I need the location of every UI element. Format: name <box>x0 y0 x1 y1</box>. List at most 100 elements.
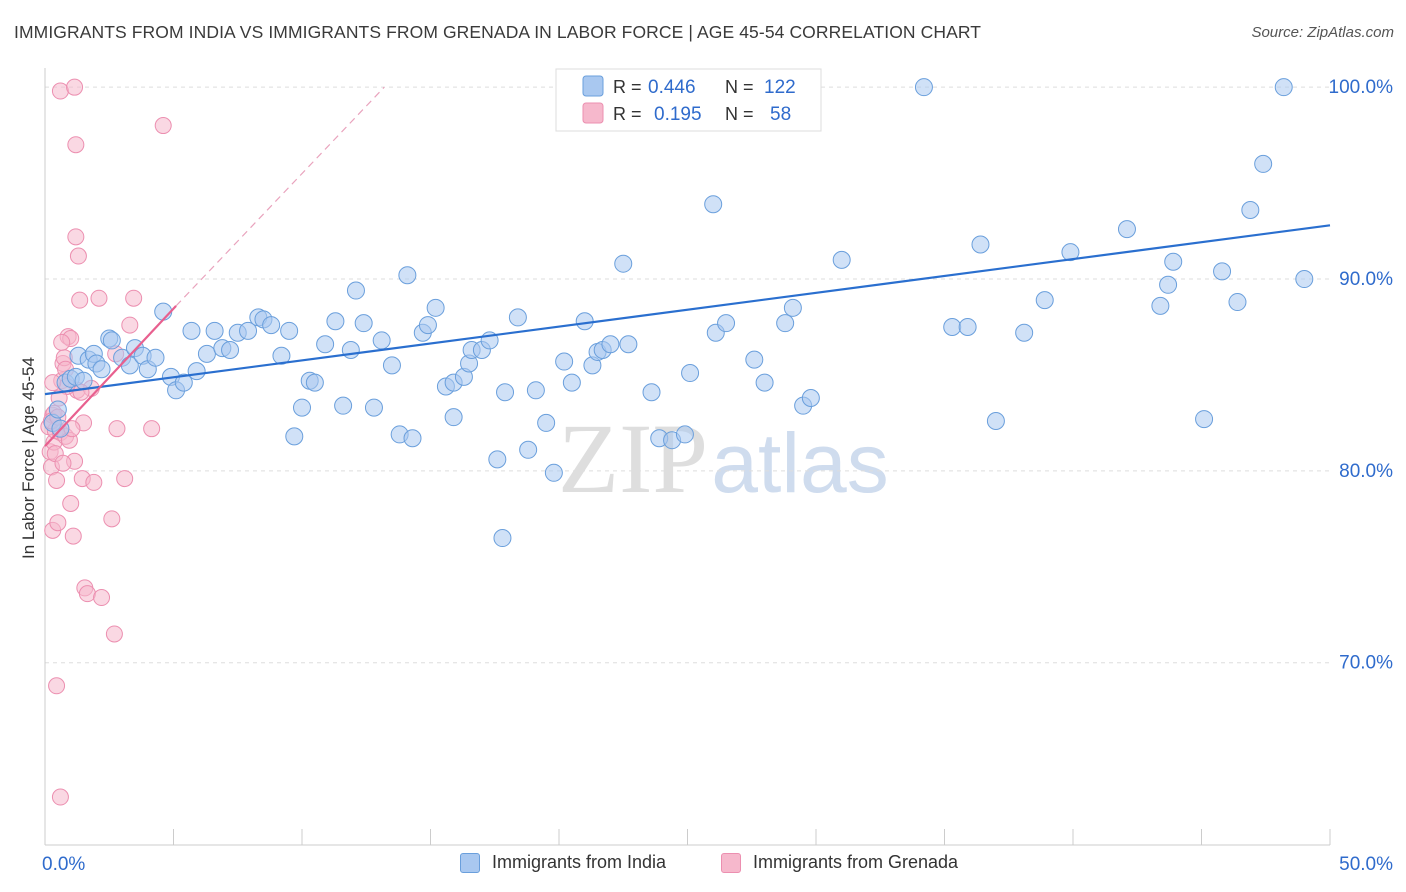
india-point <box>1061 243 1080 262</box>
india-n-value: 122 <box>764 77 796 98</box>
india-point <box>426 298 445 317</box>
watermark-atlas: atlas <box>711 416 888 510</box>
grenada-point <box>108 420 126 438</box>
grenada-point <box>53 333 71 351</box>
india-point <box>717 314 736 333</box>
grenada-point <box>125 289 143 307</box>
india-point <box>197 344 216 363</box>
india-point <box>346 281 365 300</box>
india-point <box>555 352 574 371</box>
india-point <box>544 463 563 482</box>
series-grenada <box>40 78 172 806</box>
india-point <box>364 398 383 417</box>
legend-item-grenada[interactable]: Immigrants from Grenada <box>721 852 958 873</box>
india-point <box>914 78 933 97</box>
india-point <box>305 373 324 392</box>
india-point <box>1195 410 1214 429</box>
zipatlas-watermark: ZIP atlas <box>558 403 889 514</box>
india-point <box>496 383 515 402</box>
india-point <box>102 331 121 350</box>
india-point <box>1159 275 1178 294</box>
india-point <box>403 429 422 448</box>
grenada-point <box>51 82 69 100</box>
y-axis-labels: 100.0% 90.0% 80.0% 70.0% <box>1329 77 1394 674</box>
y-tick-label: 80.0% <box>1339 461 1393 482</box>
india-point <box>745 350 764 369</box>
india-point <box>1117 220 1136 239</box>
india-point <box>444 408 463 427</box>
grenada-trend-line <box>44 305 177 447</box>
india-point <box>398 266 417 285</box>
india-point <box>1015 323 1034 342</box>
india-n-label: N = <box>725 77 754 97</box>
india-point <box>1254 154 1273 173</box>
legend-item-india[interactable]: Immigrants from India <box>460 852 666 873</box>
grenada-point <box>48 677 66 695</box>
india-point <box>334 396 353 415</box>
india-point <box>958 318 977 336</box>
india-point <box>418 316 437 335</box>
grenada-point <box>71 291 89 309</box>
india-trend-line <box>44 224 1331 396</box>
y-axis-title: In Labor Force | Age 45-54 <box>19 357 38 559</box>
india-point <box>221 341 240 360</box>
grenada-r-value: 0.195 <box>654 104 702 125</box>
india-point <box>92 360 111 379</box>
india-point <box>154 302 173 321</box>
india-point <box>986 412 1005 431</box>
india-point <box>74 371 93 390</box>
india-point <box>675 425 694 444</box>
india-point <box>508 308 527 327</box>
india-r-value: 0.446 <box>648 77 696 98</box>
x-tick-label: 0.0% <box>42 854 85 875</box>
x-tick-label: 50.0% <box>1339 854 1393 875</box>
grenada-point <box>62 495 80 513</box>
india-point <box>519 440 538 459</box>
india-point <box>1164 252 1183 271</box>
y-tick-label: 70.0% <box>1339 653 1393 674</box>
india-point <box>614 254 633 273</box>
grenada-point <box>143 420 161 438</box>
india-swatch <box>582 75 604 97</box>
legend-label-india: Immigrants from India <box>492 852 667 872</box>
india-point <box>1295 270 1314 289</box>
grenada-n-label: N = <box>725 104 754 124</box>
india-point <box>832 250 851 269</box>
x-axis-labels: 0.0% 50.0% <box>42 854 1393 875</box>
grenada-trend-extension <box>175 86 385 307</box>
legend-label-grenada: Immigrants from Grenada <box>753 852 959 872</box>
legend-swatch-grenada <box>721 852 741 873</box>
y-tick-label: 100.0% <box>1329 77 1394 98</box>
grenada-point <box>154 117 172 135</box>
india-point <box>1035 291 1054 310</box>
india-point <box>285 427 304 446</box>
grenada-point <box>67 136 85 154</box>
grenada-n-value: 58 <box>770 104 791 125</box>
india-point <box>704 195 723 214</box>
india-point <box>776 314 795 333</box>
india-point <box>341 341 360 360</box>
india-point <box>354 314 373 333</box>
grenada-point <box>105 625 123 643</box>
india-point <box>488 450 507 469</box>
india-point <box>575 312 594 331</box>
india-point <box>293 398 311 417</box>
india-point <box>174 373 193 392</box>
india-point <box>48 400 67 419</box>
india-r-label: R = <box>613 77 642 97</box>
india-point <box>783 298 802 317</box>
india-point <box>239 321 258 340</box>
grenada-point <box>48 471 66 489</box>
india-point <box>382 356 401 375</box>
india-point <box>316 335 335 354</box>
grenada-point <box>103 510 121 528</box>
grenada-point <box>54 454 72 472</box>
grenada-point <box>116 470 134 488</box>
legend-swatch-india <box>460 852 480 873</box>
source-label: Source: ZipAtlas.com <box>1251 24 1394 41</box>
chart-title: IMMIGRANTS FROM INDIA VS IMMIGRANTS FROM… <box>14 22 982 42</box>
grenada-point <box>66 78 84 96</box>
india-point <box>272 346 291 365</box>
grenada-point <box>78 585 96 603</box>
